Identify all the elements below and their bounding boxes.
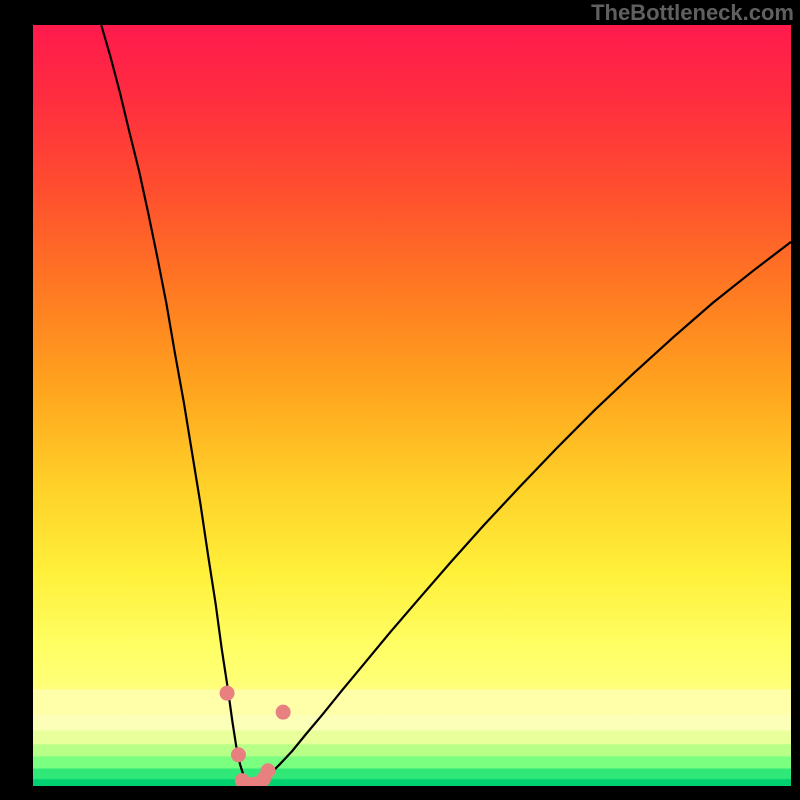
data-marker [231, 747, 246, 762]
data-marker [276, 705, 291, 720]
chart-svg [33, 25, 791, 786]
chart-background-gradient [33, 25, 791, 786]
watermark-text: TheBottleneck.com [591, 0, 794, 26]
data-marker [220, 686, 235, 701]
data-marker [260, 763, 275, 778]
chart-frame [33, 25, 791, 786]
